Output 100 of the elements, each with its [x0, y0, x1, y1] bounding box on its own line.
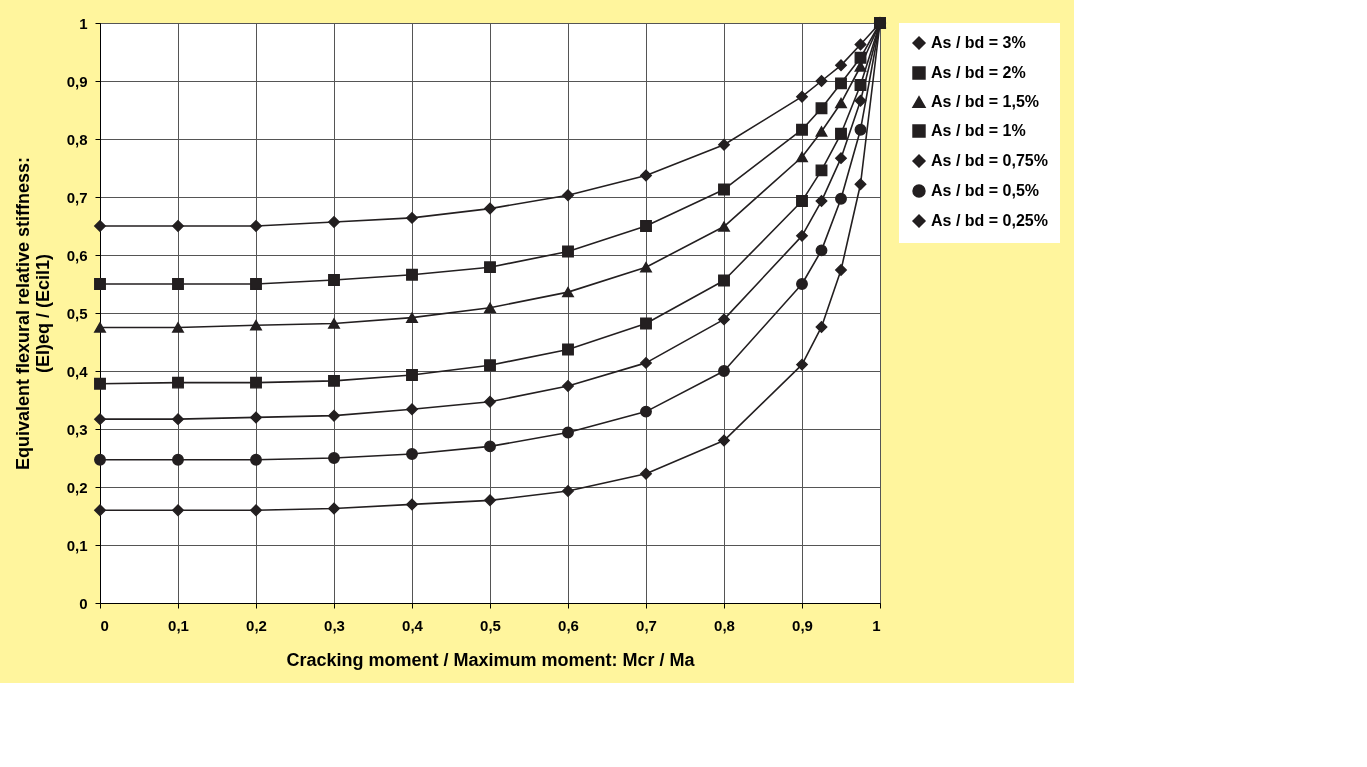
point	[172, 413, 184, 426]
point	[328, 318, 340, 329]
point	[796, 358, 808, 371]
point	[484, 494, 496, 507]
point	[328, 452, 340, 464]
y-tick-label: 0,3	[66, 420, 88, 438]
point	[835, 97, 847, 109]
point	[815, 75, 828, 87]
legend-label: As / bd = 0,5%	[931, 182, 1040, 199]
point	[172, 278, 184, 290]
point	[815, 244, 828, 257]
point	[172, 376, 184, 389]
point	[250, 220, 262, 232]
point	[484, 395, 496, 408]
point	[854, 178, 867, 191]
point	[640, 356, 652, 369]
point	[94, 377, 106, 390]
point	[172, 322, 184, 333]
x-tick-label: 0,8	[714, 616, 735, 634]
point	[796, 278, 808, 290]
point	[250, 453, 262, 466]
point	[718, 313, 730, 326]
point	[854, 79, 867, 91]
y-tick-label: 0,5	[66, 304, 88, 322]
x-tick-label: 0,4	[402, 616, 424, 634]
point	[94, 504, 106, 517]
point	[854, 94, 867, 107]
point	[250, 319, 262, 331]
point	[835, 59, 847, 72]
point	[406, 448, 418, 460]
x-tick-label: 0,3	[324, 616, 345, 634]
point	[484, 440, 496, 453]
point	[484, 302, 496, 314]
point	[815, 320, 828, 333]
legend-label: As / bd = 0,25%	[931, 212, 1048, 229]
x-tick-label: 0,2	[246, 616, 267, 634]
y-tick-label: 0,1	[66, 536, 88, 554]
point	[250, 504, 262, 517]
x-tick-label: 0	[100, 616, 109, 634]
point	[640, 317, 652, 330]
point	[94, 322, 106, 333]
point	[815, 195, 828, 207]
point	[640, 405, 652, 418]
point	[562, 286, 574, 298]
x-tick-label: 1	[872, 616, 881, 634]
point	[328, 274, 340, 286]
legend-label: As / bd = 0,75%	[931, 152, 1048, 169]
point	[815, 126, 828, 137]
point	[640, 169, 652, 182]
point	[718, 434, 730, 447]
point	[328, 502, 340, 515]
point	[854, 38, 867, 51]
y-tick-label: 0,8	[66, 130, 88, 148]
legend-label: As / bd = 3%	[931, 34, 1026, 51]
point	[484, 261, 496, 274]
point	[718, 365, 730, 377]
legend-label: As / bd = 2%	[931, 64, 1026, 81]
point	[640, 467, 652, 480]
point	[94, 278, 106, 290]
point	[94, 413, 106, 426]
point	[406, 403, 418, 416]
point	[406, 211, 418, 224]
point	[250, 376, 262, 389]
point	[796, 151, 808, 163]
x-tick-label: 0,9	[792, 616, 813, 634]
point	[640, 220, 652, 232]
x-tick-label: 0,7	[636, 616, 657, 634]
y-tick-label: 1	[79, 14, 88, 32]
point	[796, 123, 808, 136]
point	[328, 374, 340, 387]
point	[835, 152, 847, 165]
point	[562, 485, 574, 497]
y-tick-label: 0,7	[66, 188, 88, 206]
point	[796, 90, 808, 103]
point	[94, 453, 106, 466]
point	[835, 264, 847, 277]
y-axis-title: Equivalent flexural relative stiffness: (EI)eq / (Ecil1)	[12, 156, 53, 471]
point	[718, 183, 730, 196]
point	[815, 102, 828, 115]
point	[718, 221, 730, 232]
x-tick-label: 0,5	[480, 616, 501, 634]
point	[406, 268, 418, 281]
point	[796, 229, 808, 242]
legend-label: As / bd = 1%	[931, 122, 1026, 139]
x-tick-label: 0,1	[168, 616, 189, 634]
point	[835, 127, 847, 140]
point	[640, 261, 652, 273]
point	[562, 245, 574, 258]
point	[406, 312, 418, 323]
y-tick-label: 0,2	[66, 478, 88, 496]
point	[796, 195, 808, 207]
point	[835, 77, 847, 90]
point	[562, 426, 574, 439]
point	[328, 409, 340, 422]
point	[94, 220, 106, 232]
point	[172, 504, 184, 517]
point	[562, 189, 574, 202]
y-tick-label: 0,9	[66, 72, 88, 90]
point	[718, 274, 730, 287]
point	[172, 220, 184, 232]
